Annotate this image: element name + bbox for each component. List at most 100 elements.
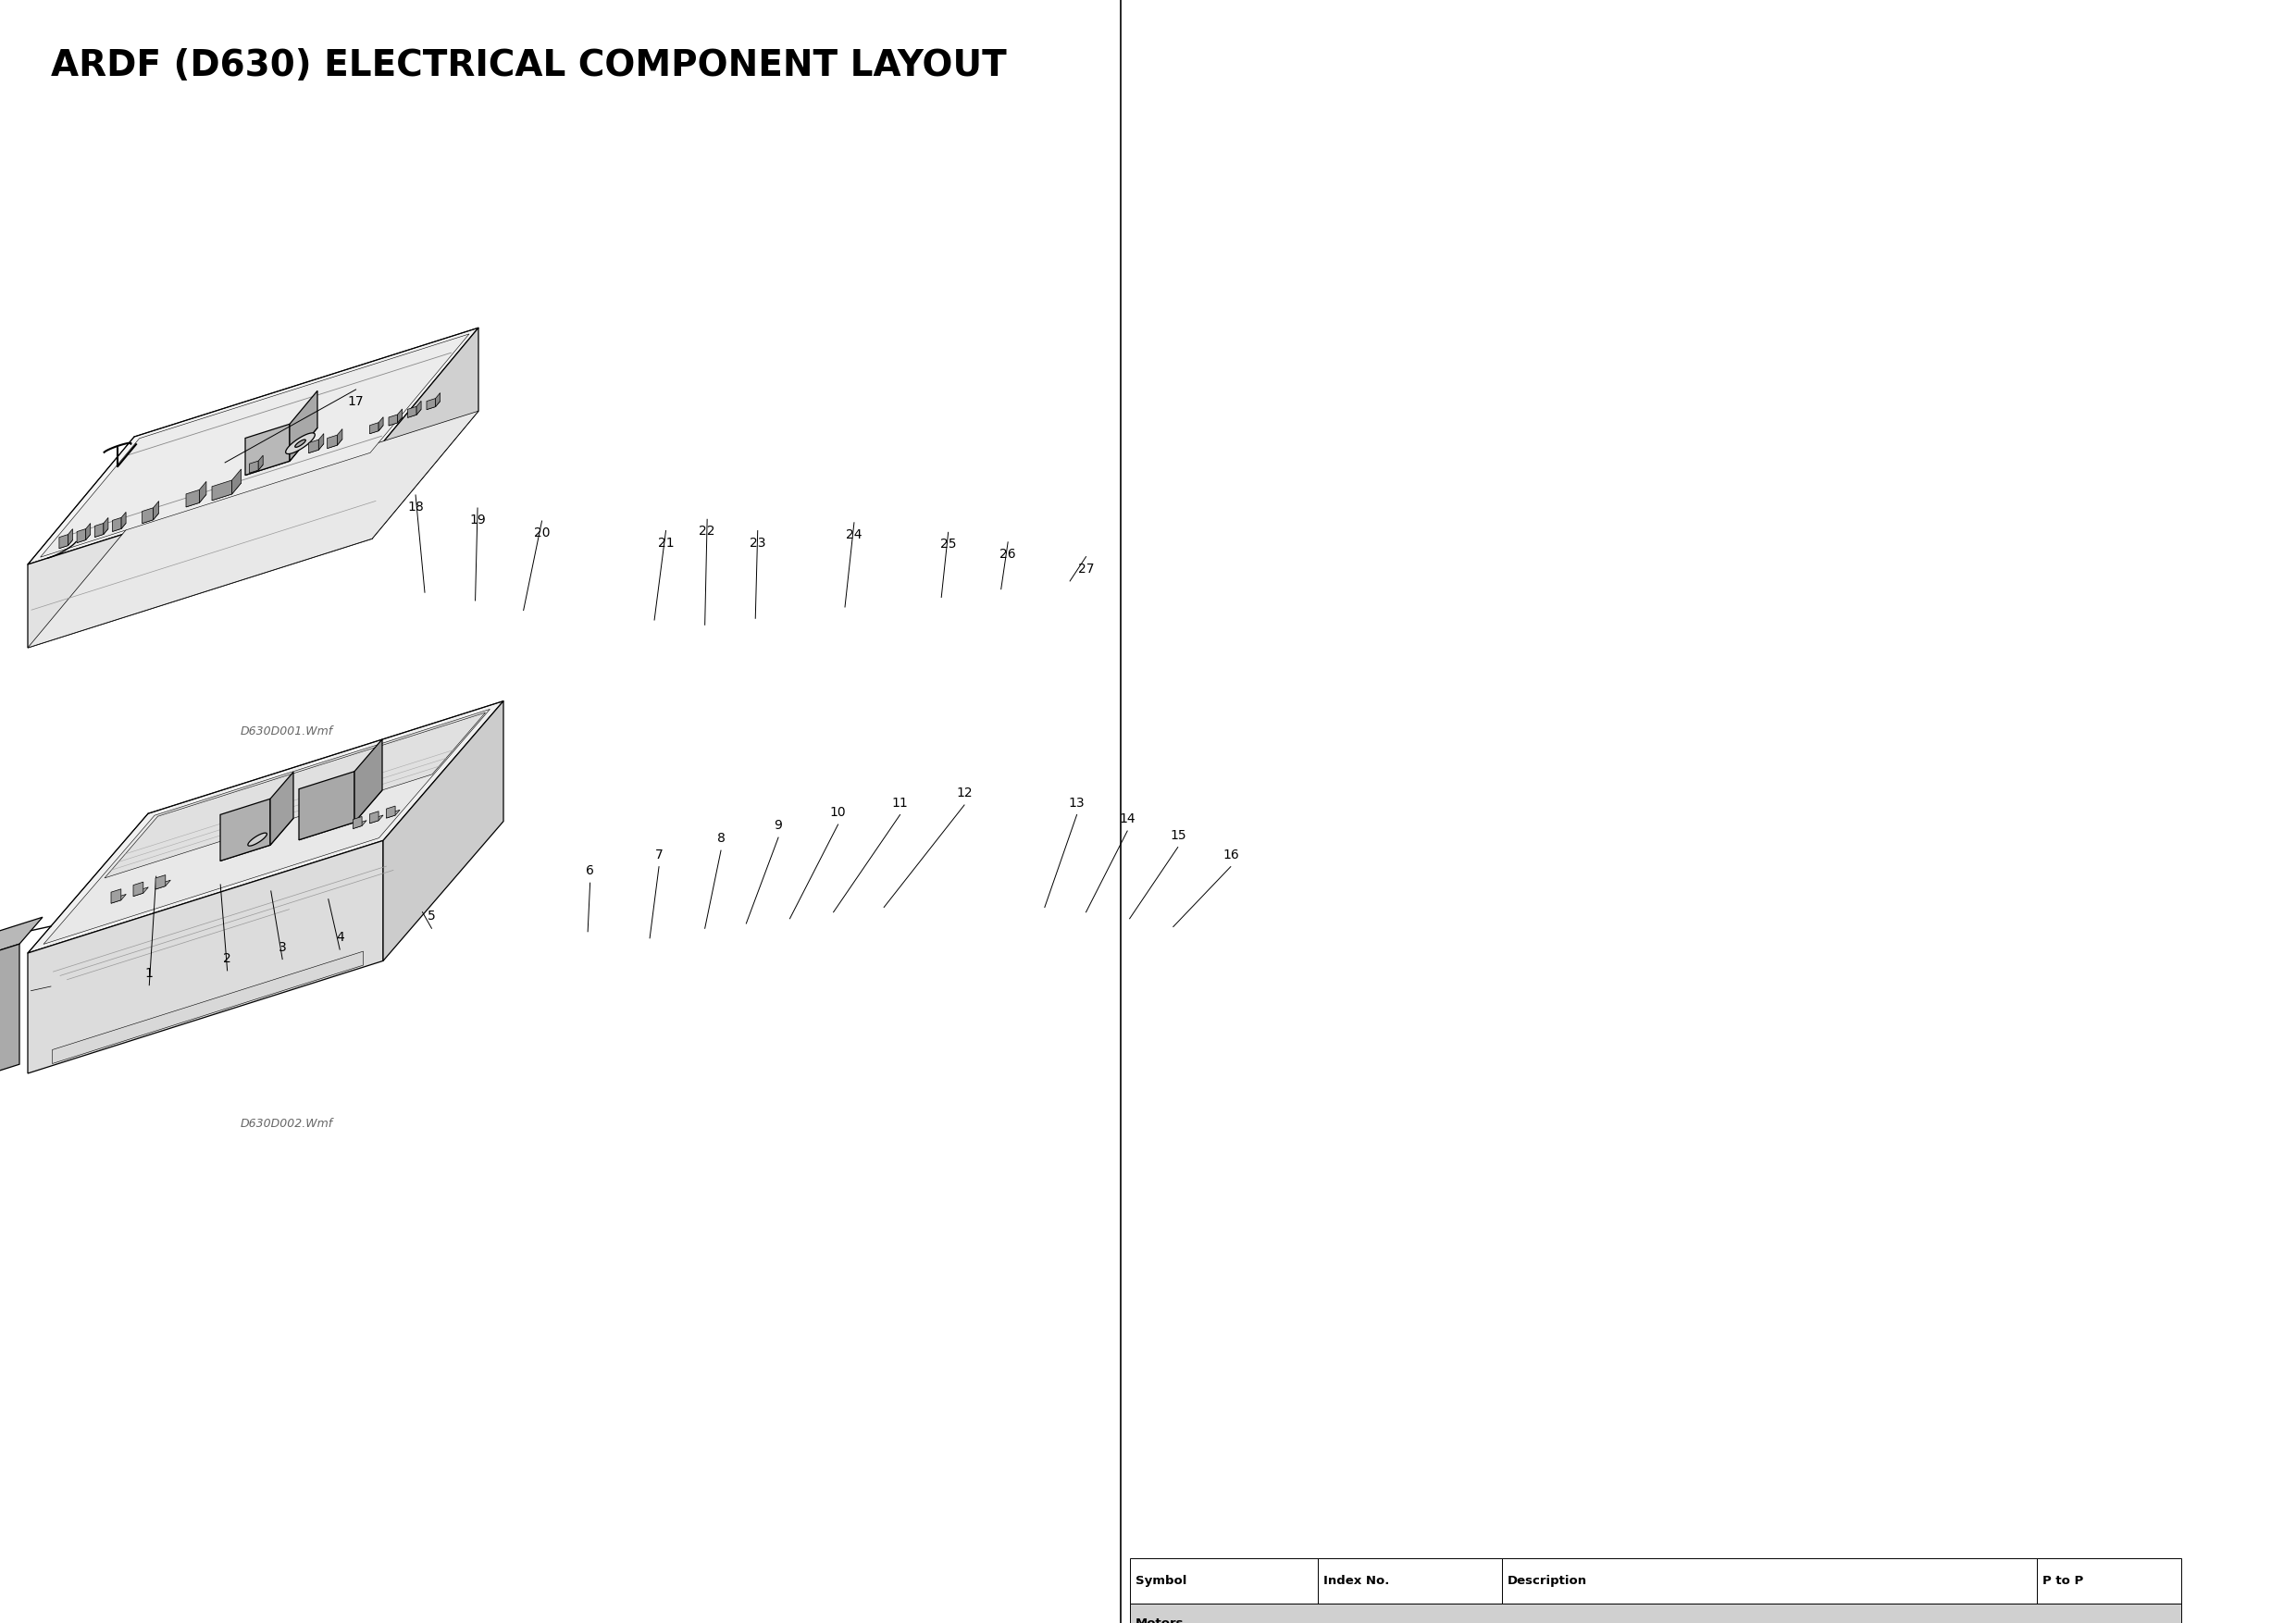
Polygon shape [186, 490, 200, 506]
Polygon shape [250, 461, 259, 472]
Polygon shape [370, 815, 383, 823]
Polygon shape [156, 875, 165, 889]
Polygon shape [94, 523, 103, 537]
Text: 2: 2 [223, 953, 232, 966]
Text: 10: 10 [829, 807, 847, 820]
Polygon shape [94, 529, 108, 537]
Polygon shape [259, 456, 264, 471]
Polygon shape [85, 523, 90, 540]
Polygon shape [246, 424, 289, 476]
Polygon shape [250, 464, 264, 472]
Polygon shape [232, 469, 241, 493]
Text: 23: 23 [748, 536, 767, 549]
Text: 22: 22 [698, 524, 716, 537]
Polygon shape [271, 773, 294, 846]
Polygon shape [354, 821, 367, 829]
Polygon shape [142, 513, 158, 523]
Polygon shape [154, 502, 158, 519]
Polygon shape [370, 425, 383, 433]
Text: D630D001.Wmf: D630D001.Wmf [241, 725, 333, 737]
Text: 13: 13 [1068, 797, 1086, 810]
Text: 21: 21 [657, 536, 675, 549]
Text: 1: 1 [145, 967, 154, 980]
Text: Description: Description [1506, 1574, 1587, 1587]
Text: 25: 25 [939, 537, 957, 550]
Text: P to P: P to P [2041, 1574, 2082, 1587]
Text: D630D002.Wmf: D630D002.Wmf [241, 1118, 333, 1130]
Polygon shape [133, 881, 142, 896]
Polygon shape [388, 414, 397, 425]
Text: 5: 5 [427, 911, 436, 923]
Polygon shape [113, 523, 126, 531]
Polygon shape [248, 833, 266, 846]
Polygon shape [427, 401, 441, 409]
Polygon shape [28, 456, 372, 648]
Polygon shape [294, 440, 305, 448]
Text: 8: 8 [716, 833, 726, 846]
Polygon shape [110, 894, 126, 904]
Polygon shape [133, 888, 149, 896]
Text: 18: 18 [406, 500, 425, 513]
Text: 12: 12 [955, 787, 974, 800]
Polygon shape [319, 433, 324, 450]
Bar [1130, 1558, 1318, 1604]
Text: 24: 24 [845, 527, 863, 540]
Text: 4: 4 [335, 932, 344, 945]
Polygon shape [200, 482, 207, 503]
Polygon shape [246, 428, 317, 476]
Polygon shape [427, 398, 436, 409]
Text: ARDF (D630) ELECTRICAL COMPONENT LAYOUT: ARDF (D630) ELECTRICAL COMPONENT LAYOUT [51, 49, 1006, 83]
Polygon shape [379, 417, 383, 430]
Text: 20: 20 [533, 526, 551, 539]
Polygon shape [28, 328, 478, 565]
Polygon shape [28, 701, 503, 953]
Polygon shape [28, 411, 478, 648]
Polygon shape [122, 511, 126, 529]
Polygon shape [110, 889, 122, 904]
Polygon shape [298, 790, 381, 841]
Polygon shape [106, 712, 484, 878]
Bar [1130, 1604, 2181, 1623]
Polygon shape [386, 807, 395, 818]
Text: 6: 6 [585, 865, 595, 878]
Text: Index No.: Index No. [1322, 1574, 1389, 1587]
Polygon shape [354, 738, 381, 823]
Polygon shape [436, 393, 441, 407]
Polygon shape [370, 422, 379, 433]
Polygon shape [388, 417, 402, 425]
Polygon shape [60, 534, 69, 549]
Text: 17: 17 [347, 394, 365, 407]
Text: Symbol: Symbol [1134, 1574, 1187, 1587]
Text: 9: 9 [774, 820, 783, 833]
Text: 27: 27 [1077, 562, 1095, 575]
Polygon shape [41, 334, 468, 557]
Polygon shape [397, 409, 402, 424]
Polygon shape [103, 518, 108, 534]
Text: 14: 14 [1118, 813, 1137, 826]
Bar [1502, 1558, 2037, 1604]
Polygon shape [386, 810, 400, 818]
Polygon shape [0, 945, 18, 1078]
Polygon shape [328, 435, 338, 448]
Bar [2037, 1558, 2181, 1604]
Polygon shape [338, 428, 342, 445]
Polygon shape [28, 841, 383, 1073]
Polygon shape [0, 917, 44, 958]
Text: 16: 16 [1221, 849, 1240, 862]
Text: 11: 11 [891, 797, 909, 810]
Polygon shape [60, 540, 73, 549]
Polygon shape [298, 771, 354, 841]
Polygon shape [308, 440, 319, 453]
Text: 26: 26 [999, 547, 1017, 560]
Polygon shape [328, 440, 342, 448]
Polygon shape [69, 529, 73, 545]
Polygon shape [113, 518, 122, 531]
Polygon shape [156, 880, 170, 889]
Polygon shape [211, 480, 232, 500]
Polygon shape [44, 709, 489, 945]
Polygon shape [354, 816, 363, 829]
Text: Motors: Motors [1134, 1618, 1185, 1623]
Polygon shape [220, 818, 294, 860]
Polygon shape [220, 799, 271, 860]
Polygon shape [308, 443, 324, 453]
